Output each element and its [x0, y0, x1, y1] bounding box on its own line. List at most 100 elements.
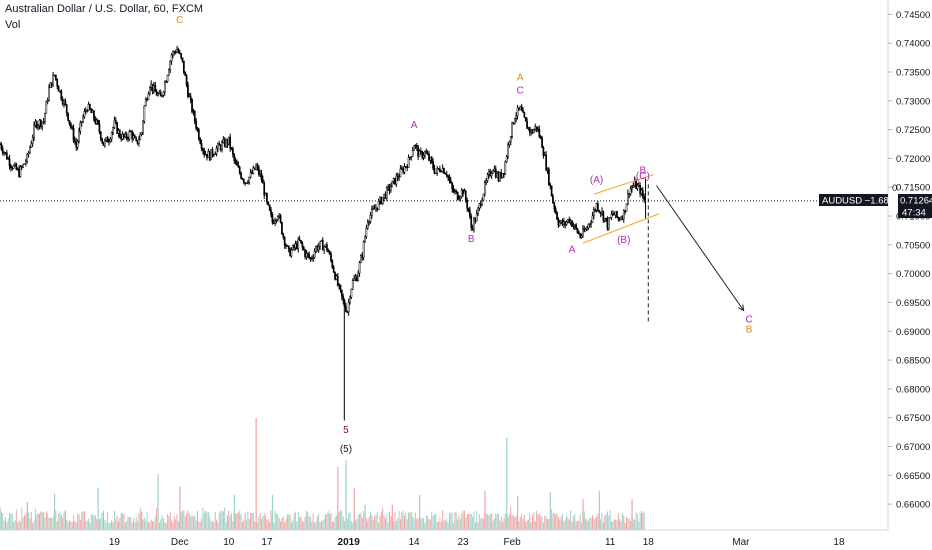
candle-body	[394, 178, 396, 185]
candle-body	[264, 193, 267, 196]
candle-body	[500, 172, 503, 178]
volume-bar	[542, 522, 544, 530]
volume-bar	[37, 513, 39, 530]
volume-bar	[184, 516, 186, 530]
volume-bar	[466, 513, 468, 530]
y-tick-label: 0.70000	[896, 269, 930, 280]
wave-label: C	[176, 15, 183, 26]
candle-body	[227, 136, 230, 145]
volume-bar	[199, 521, 201, 530]
volume-bar	[207, 511, 209, 530]
volume-bar	[281, 518, 283, 530]
candle-body	[18, 168, 20, 177]
candle-body	[602, 210, 605, 221]
volume-spike	[179, 486, 181, 530]
volume-bar	[536, 510, 538, 530]
volume-bar	[526, 520, 528, 530]
volume-bar	[318, 513, 320, 530]
candle-body	[296, 243, 298, 249]
candle-body	[168, 69, 170, 76]
volume-bar	[541, 516, 543, 530]
candle-body	[33, 125, 35, 138]
candle-body	[498, 172, 501, 182]
volume-bar	[117, 521, 119, 530]
volume-bar	[616, 519, 618, 530]
time-axis[interactable]	[0, 530, 888, 550]
candle-body	[557, 219, 560, 226]
candle-body	[424, 151, 426, 156]
candle-body	[643, 196, 646, 201]
candle-body	[256, 165, 259, 168]
candle-body	[155, 91, 158, 96]
volume-bar	[489, 513, 491, 530]
volume-bar	[399, 519, 401, 530]
volume-bar	[149, 522, 151, 530]
x-tick-label: 17	[261, 537, 273, 548]
candle-body	[346, 311, 349, 313]
volume-bar	[147, 522, 149, 530]
volume-bar	[383, 515, 385, 530]
candle-body	[16, 168, 19, 170]
volume-bar	[239, 510, 241, 530]
candle-body	[537, 128, 539, 130]
volume-bar	[209, 516, 211, 530]
candle-body	[552, 195, 554, 204]
volume-spike	[549, 492, 551, 530]
volume-bar	[122, 513, 124, 530]
volume-bar	[458, 515, 460, 530]
candle-body	[456, 191, 459, 201]
price-axis[interactable]	[888, 0, 932, 550]
candle-body	[366, 221, 369, 229]
volume-bar	[29, 518, 31, 530]
volume-bar	[571, 521, 573, 530]
volume-bar	[243, 520, 245, 530]
volume-bar	[120, 512, 122, 530]
volume-bar	[13, 521, 15, 530]
volume-bar	[203, 512, 205, 530]
candle-body	[172, 51, 174, 56]
volume-bar	[175, 519, 177, 530]
candle-body	[628, 193, 631, 195]
volume-bar	[459, 519, 461, 530]
candle-body	[306, 252, 309, 255]
candle-body	[154, 85, 157, 92]
candle-body	[59, 90, 61, 92]
candle-body	[191, 99, 193, 113]
volume-bar	[576, 520, 578, 530]
candle-body	[451, 182, 454, 189]
candle-body	[434, 172, 437, 174]
volume-bar	[167, 514, 169, 530]
candle-body	[29, 147, 31, 153]
volume-bar	[417, 518, 419, 530]
candle-body	[470, 216, 473, 228]
candle-body	[351, 280, 354, 290]
candle-body	[211, 149, 214, 156]
volume-bar	[311, 521, 313, 530]
volume-bar	[387, 522, 389, 530]
candle-body	[282, 233, 285, 238]
candle-body	[46, 100, 49, 102]
candle-body	[579, 233, 582, 238]
volume-bar	[34, 508, 36, 530]
candle-body	[35, 121, 38, 129]
candle-body	[7, 158, 10, 160]
candle-body	[4, 152, 7, 154]
volume-bar	[312, 512, 314, 530]
candle-body	[447, 175, 449, 178]
candle-body	[508, 141, 511, 146]
x-tick-label: 10	[223, 537, 235, 548]
candle-body	[612, 213, 614, 215]
candle-body	[124, 133, 127, 138]
candle-body	[516, 107, 519, 117]
candle-body	[102, 141, 105, 146]
candle-body	[539, 136, 542, 139]
volume-bar	[274, 510, 276, 530]
candle-body	[583, 228, 586, 232]
volume-bar	[439, 517, 441, 530]
candle-body	[19, 166, 22, 177]
candle-body	[436, 168, 439, 174]
volume-bar	[538, 513, 540, 530]
volume-bar	[346, 518, 348, 530]
candle-body	[505, 156, 508, 163]
